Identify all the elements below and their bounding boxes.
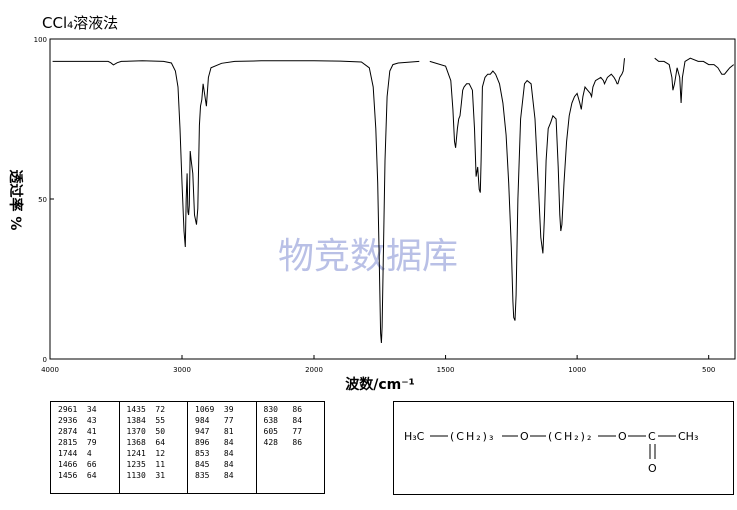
formula-carbonyl-oxygen: O [648,462,657,475]
peak-table: 2961 34 2936 43 2874 41 2815 79 1744 4 1466 6… [50,401,325,494]
peak-table-row: 638 84 [263,416,303,425]
peak-table-row: 1466 66 [58,460,97,469]
chart-title: CCl₄溶液法 [42,14,119,32]
y-axis-label: 透过率 % [7,170,24,231]
formula-ch2-ethyl: (CH₂)₂ [548,430,593,443]
y-tick-label: 50 [38,196,47,204]
watermark: 物竞数据库 [278,236,458,277]
formula-carbonyl-carbon: C [648,430,656,443]
peak-table-row: 984 77 [195,416,234,425]
x-tick-label: 3000 [173,366,191,374]
x-tick-label: 500 [702,366,715,374]
peak-table-column: 830 86 638 84 605 77 428 86 [257,402,325,493]
x-tick-label: 1500 [437,366,455,374]
peak-table-row: 605 77 [263,427,303,436]
peak-table-row: 428 86 [263,438,303,447]
peak-table-row: 2874 41 [58,427,97,436]
spectrum-line-segment-3 [654,57,735,104]
peak-table-row: 896 84 [195,438,234,447]
peak-table-row: 947 81 [195,427,234,436]
formula-h3c: H₃C [404,430,425,443]
peak-table-row: 1384 55 [126,416,166,425]
formula-ch3: CH₃ [678,430,698,443]
peak-table-row: 2815 79 [58,438,97,447]
peak-table-column: 2961 34 2936 43 2874 41 2815 79 1744 4 1466 6… [51,402,120,493]
spectrum-line-segment-1 [52,60,420,344]
structural-formula: H₃C (CH₂)₃ O (CH₂)₂ O C CH₃ O [393,401,734,495]
peak-table-row: 835 84 [195,471,234,480]
plot-frame [49,38,736,360]
peak-table-row: 1069 39 [195,405,234,414]
spectrum-line-segment-2 [429,58,625,321]
x-tick-label: 2000 [305,366,323,374]
formula-ester-oxygen: O [618,430,627,443]
peak-table-column: 1435 72 1384 55 1370 50 1368 64 1241 12 1235 … [120,402,188,493]
formula-ch2-propyl: (CH₂)₃ [450,430,495,443]
peak-table-row: 1370 50 [126,427,166,436]
peak-table-row: 2936 43 [58,416,97,425]
peak-table-row: 1130 31 [126,471,166,480]
y-tick-label: 100 [34,36,47,44]
peak-table-column: 1069 39 984 77 947 81 896 84 853 84 845 84 835… [188,402,257,493]
x-axis-label: 波数/cm⁻¹ [345,376,415,393]
y-tick-label: 0 [43,356,47,364]
peak-table-row: 853 84 [195,449,234,458]
peak-table-row: 845 84 [195,460,234,469]
formula-ether-oxygen: O [520,430,529,443]
peak-table-row: 1241 12 [126,449,166,458]
peak-table-row: 1368 64 [126,438,166,447]
x-tick-label: 4000 [41,366,59,374]
peak-table-row: 2961 34 [58,405,97,414]
peak-table-row: 830 86 [263,405,303,414]
x-tick-label: 1000 [568,366,586,374]
peak-table-row: 1435 72 [126,405,166,414]
peak-table-row: 1235 11 [126,460,166,469]
peak-table-row: 1744 4 [58,449,92,458]
peak-table-row: 1456 64 [58,471,97,480]
